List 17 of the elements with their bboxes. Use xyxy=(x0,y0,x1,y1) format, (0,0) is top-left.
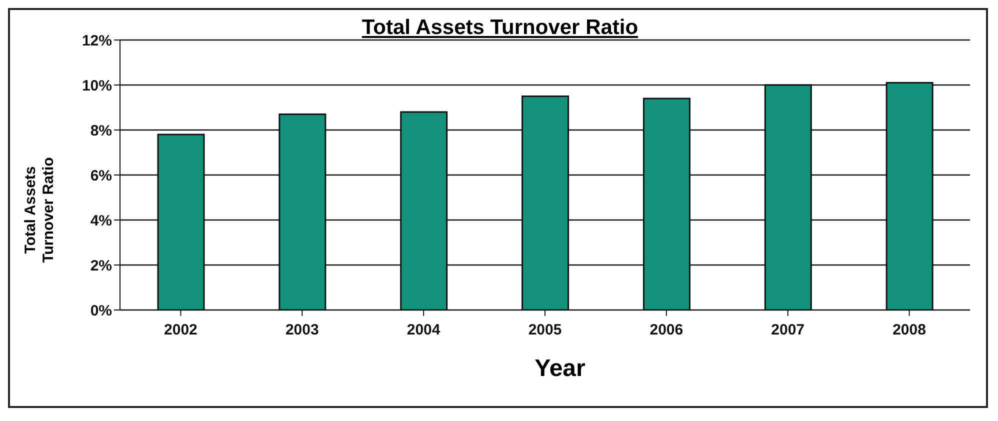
y-tick-label: 6% xyxy=(90,167,112,184)
y-tick-label: 4% xyxy=(90,212,112,230)
x-tick-label: 2005 xyxy=(528,322,562,339)
x-tick-label: 2002 xyxy=(164,322,198,339)
y-axis-title: Total Assets Turnover Ratio xyxy=(22,157,58,263)
y-tick-label: 10% xyxy=(82,77,112,94)
chart-title: Total Assets Turnover Ratio xyxy=(362,16,638,39)
x-tick-label: 2007 xyxy=(771,322,805,339)
x-tick-label: 2003 xyxy=(285,322,319,339)
y-tick-label: 12% xyxy=(82,32,112,50)
x-tick-label: 2004 xyxy=(406,322,441,339)
x-tick-label: 2008 xyxy=(892,322,926,339)
y-tick-label: 8% xyxy=(90,122,112,140)
x-axis-title: Year xyxy=(534,355,586,383)
y-tick-label: 0% xyxy=(90,302,112,320)
y-tick-label: 2% xyxy=(90,257,112,274)
x-tick-label: 2006 xyxy=(650,322,684,339)
